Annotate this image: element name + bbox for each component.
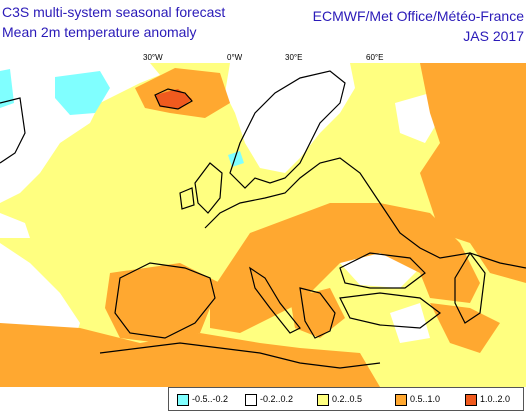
coast-europe-mainland [204,157,526,269]
title-line-2: Mean 2m temperature anomaly [2,24,197,40]
legend-swatch [395,394,407,406]
title-line-1: C3S multi-system seasonal forecast [2,4,226,20]
warm-region-russia [420,63,526,283]
legend-label: -0.5..-0.2 [192,394,229,404]
coast-british-isles [179,162,223,214]
source-label: ECMWF/Met Office/Météo-France [312,8,524,24]
cool-region-labrador [55,71,110,115]
neutral-region-east-med [390,303,430,343]
lon-label-60e: 60°E [366,53,384,62]
coast-anatolia [339,292,441,329]
warm-region-north-africa [0,323,380,387]
warm-region-anatolia [430,303,500,353]
legend-label: -0.2..0.2 [260,394,294,404]
legend: -0.5..-0.2 -0.2..0.2 0.2..0.5 0.5..1.0 1… [168,387,524,411]
coast-greenland [0,97,26,164]
coastlines [0,70,526,369]
warm-region-iberia [105,263,220,343]
warm-region-central-europe [210,203,480,333]
coast-black-sea [339,252,426,289]
coast-iberia [114,262,216,339]
coast-scandinavia [229,70,346,189]
hot-region-iceland [155,89,192,109]
coast-north-africa [99,342,381,369]
cool-region-norway [228,151,244,167]
neutral-region-north-atlantic [0,63,160,203]
legend-label: 1.0..2.0 [480,394,511,404]
neutral-region-scandinavia [225,63,355,173]
anomaly-map [0,63,526,387]
coast-balkans-greece [299,287,336,339]
lon-label-0: 0°W [227,53,243,62]
coast-caspian [454,251,486,324]
legend-swatch [465,394,477,406]
legend-swatch [245,394,257,406]
legend-label: 0.2..0.5 [332,394,363,404]
neutral-region-mid-atlantic [0,213,30,238]
season-label: JAS 2017 [463,28,524,44]
legend-label: 0.5..1.0 [410,394,441,404]
lon-label-30e: 30°E [285,53,303,62]
coast-italy [249,266,301,334]
legend-swatch [177,394,189,406]
lon-label-30w: 30°W [143,53,163,62]
cool-region-west [0,69,14,108]
legend-swatch [317,394,329,406]
coast-iceland [154,88,193,110]
